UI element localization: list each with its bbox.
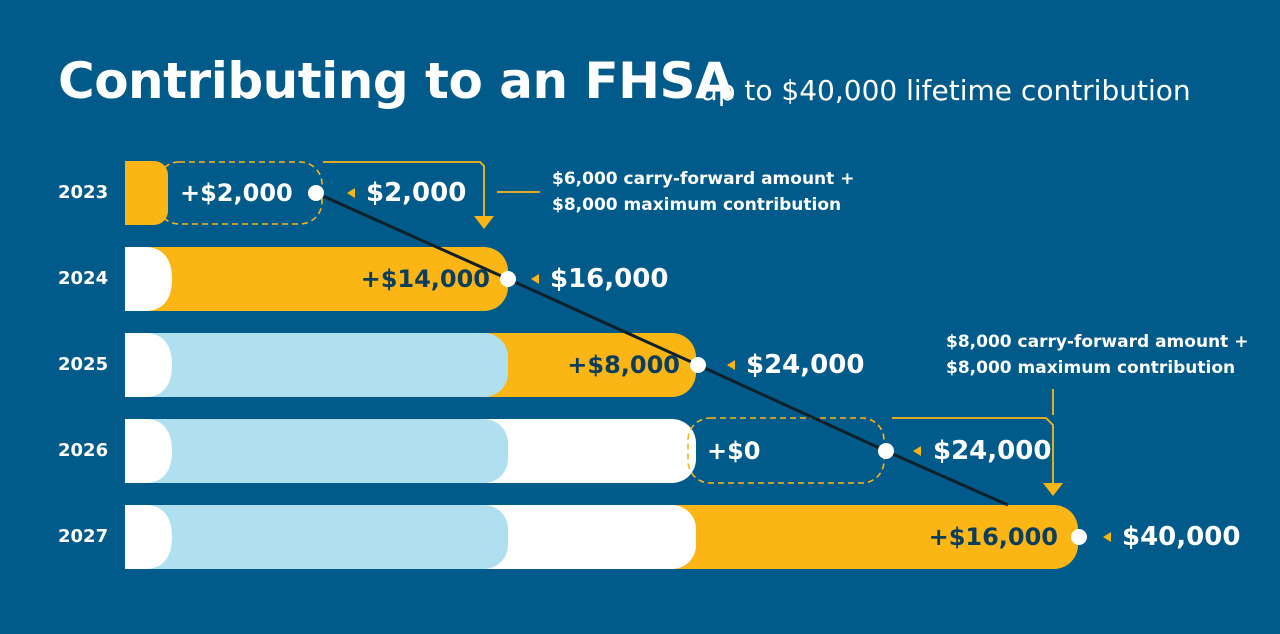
- bar-2026-first-total: [125, 419, 172, 483]
- year-label: 2027: [58, 526, 109, 547]
- bar-2024-new-contribution: [125, 247, 508, 311]
- total-marker-2024: [500, 271, 516, 287]
- contribution-label: +$0: [707, 437, 761, 465]
- arrow-2023-to-2024: [323, 161, 485, 218]
- bar-2026-earlier-total: [125, 419, 508, 483]
- year-label: 2024: [58, 268, 109, 289]
- total-label: $16,000: [550, 264, 669, 294]
- total-marker-2023: [308, 185, 324, 201]
- total-label: $40,000: [1122, 522, 1241, 552]
- annotation-note-line2: $8,000 maximum contribution: [946, 358, 1236, 378]
- bar-2025-earlier-total: [125, 333, 172, 397]
- total-marker-2026: [878, 443, 894, 459]
- contribution-label: +$2,000: [180, 179, 293, 207]
- year-label: 2026: [58, 440, 109, 461]
- contribution-label: +$16,000: [928, 523, 1058, 551]
- total-marker-2027: [1071, 529, 1087, 545]
- bar-2027-earlier-total: [125, 505, 508, 569]
- bar-2026-unused-room-outline: [687, 417, 885, 484]
- arrowhead-2026-to-2027: [1043, 483, 1063, 496]
- annotation-note-line1: $8,000 carry-forward amount +: [946, 332, 1249, 352]
- bar-2025-prior-total: [125, 333, 508, 397]
- annotation-note-line1: $6,000 carry-forward amount +: [552, 169, 855, 189]
- pointer-icon-2027: [1103, 532, 1111, 542]
- pointer-icon-2024: [531, 274, 539, 284]
- total-marker-2025: [690, 357, 706, 373]
- page-title: Contributing to an FHSA: [58, 52, 734, 110]
- total-label: $24,000: [933, 436, 1052, 466]
- arrow-2026-to-2027: [892, 417, 1054, 484]
- arrowhead-2023-to-2024: [474, 216, 494, 229]
- year-label: 2023: [58, 182, 109, 203]
- total-label: $2,000: [366, 178, 467, 208]
- page-subtitle: up to $40,000 lifetime contribution: [700, 74, 1191, 107]
- bar-2024-prior-total: [125, 247, 172, 311]
- contribution-label: +$8,000: [567, 351, 680, 379]
- contribution-label: +$14,000: [360, 265, 490, 293]
- pointer-icon-2023: [347, 188, 355, 198]
- annotation-note-line2: $8,000 maximum contribution: [552, 195, 842, 215]
- year-label: 2025: [58, 354, 109, 375]
- pointer-icon-2026: [913, 446, 921, 456]
- bar-2023-new-contribution: [125, 161, 168, 225]
- bar-2027-first-total: [125, 505, 172, 569]
- total-label: $24,000: [746, 350, 865, 380]
- pointer-icon-2025: [727, 360, 735, 370]
